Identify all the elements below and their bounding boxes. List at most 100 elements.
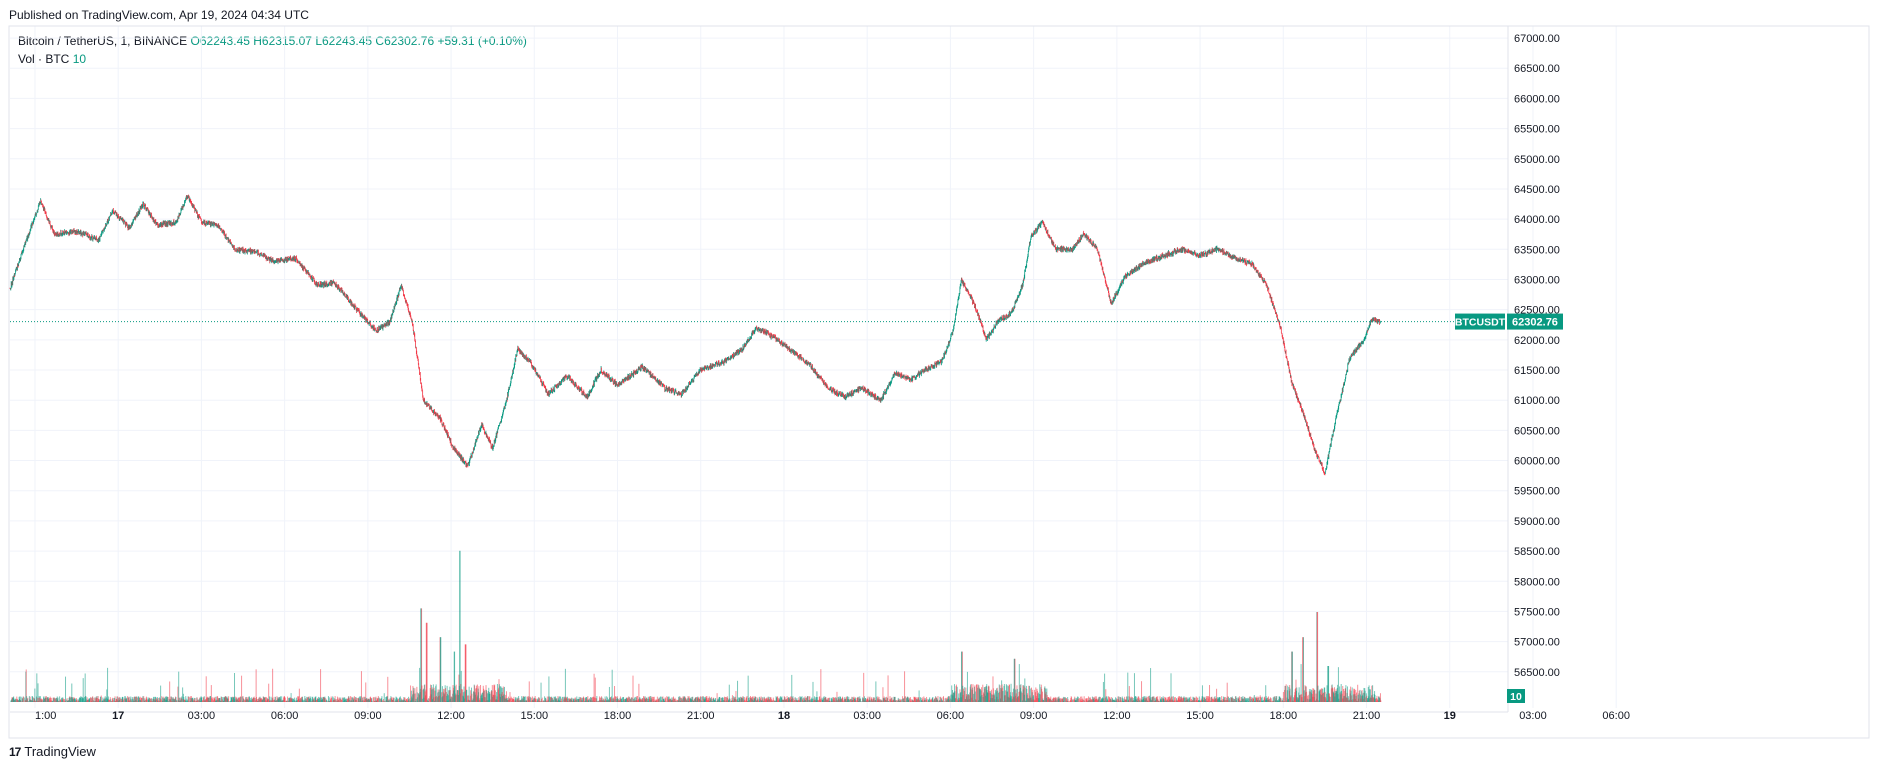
volume-bar xyxy=(981,687,983,702)
volume-bar xyxy=(590,697,592,702)
volume-bar xyxy=(440,637,442,702)
grid xyxy=(10,26,1617,708)
price-tick-label: 66000.00 xyxy=(1514,93,1560,105)
volume-bar xyxy=(672,696,674,702)
time-tick-label: 15:00 xyxy=(1186,710,1214,722)
volume-bar xyxy=(1035,687,1037,702)
volume-bar xyxy=(1358,690,1360,702)
volume-bar xyxy=(60,700,62,702)
volume-bar xyxy=(588,698,590,702)
volume-bar xyxy=(410,690,412,702)
volume-bar xyxy=(1198,696,1200,702)
volume-bar xyxy=(890,698,892,702)
volume-bar xyxy=(1317,685,1319,702)
volume-bar xyxy=(1135,696,1137,702)
volume-bar xyxy=(120,698,122,702)
volume-bar xyxy=(1345,685,1347,702)
volume-bar xyxy=(901,699,903,702)
volume-bar xyxy=(665,698,667,702)
volume-bar xyxy=(997,690,999,702)
volume-bar xyxy=(814,696,816,702)
volume-bar xyxy=(1118,696,1120,702)
volume-bar xyxy=(567,698,569,702)
volume-bar xyxy=(842,700,844,702)
volume-bar xyxy=(994,689,996,702)
volume-bar xyxy=(66,698,68,702)
volume-bar xyxy=(797,699,799,702)
volume-label[interactable]: Vol · BTC xyxy=(18,52,70,66)
volume-bar xyxy=(1158,701,1160,702)
volume-bar xyxy=(494,684,496,702)
time-tick-label: 1:00 xyxy=(35,710,56,722)
volume-bar xyxy=(32,696,34,702)
volume-bar xyxy=(1296,687,1298,702)
volume-bar xyxy=(1071,697,1073,702)
volume-bar xyxy=(545,699,547,702)
volume-bar xyxy=(1380,700,1382,702)
volume-bar xyxy=(1187,698,1189,702)
volume-bar xyxy=(505,694,507,702)
volume-bar xyxy=(112,700,114,702)
volume-bar xyxy=(976,684,978,702)
volume-bar xyxy=(509,692,511,702)
volume-bar xyxy=(757,699,759,702)
volume-bar xyxy=(1159,696,1161,702)
volume-bar xyxy=(237,697,239,702)
volume-bar xyxy=(178,671,180,702)
volume-bar xyxy=(660,700,662,702)
volume-bar xyxy=(958,693,960,702)
volume-bar xyxy=(25,669,27,702)
volume-bar xyxy=(1115,698,1117,702)
volume-bar xyxy=(395,697,397,702)
volume-bar xyxy=(1023,686,1025,702)
volume-bar xyxy=(465,644,467,702)
volume-bar xyxy=(1229,697,1231,702)
volume-bar xyxy=(997,692,999,702)
volume-bar xyxy=(397,699,399,702)
volume-bar xyxy=(83,698,85,702)
volume-bar xyxy=(151,698,153,702)
volume-bar xyxy=(623,697,625,702)
volume-bar xyxy=(1064,697,1066,702)
symbol-title[interactable]: Bitcoin / TetherUS, 1, BINANCE xyxy=(18,34,188,48)
volume-bar xyxy=(764,698,766,702)
volume-bar xyxy=(996,688,998,702)
volume-bar xyxy=(331,697,333,702)
volume-bar xyxy=(1184,697,1186,702)
volume-bar xyxy=(219,698,221,702)
volume-bar xyxy=(542,700,544,702)
price-tick-label: 58000.00 xyxy=(1514,576,1560,588)
volume-bar xyxy=(96,698,98,702)
volume-bar xyxy=(731,695,733,702)
volume-bar xyxy=(161,696,163,702)
volume-bar xyxy=(509,698,511,702)
volume-bar xyxy=(573,699,575,702)
volume-bar xyxy=(1126,696,1128,702)
volume-bar xyxy=(829,697,831,702)
volume-bar xyxy=(932,696,934,702)
volume-bar xyxy=(92,696,94,702)
volume-bar xyxy=(160,685,162,702)
volume-bar xyxy=(1042,691,1044,702)
volume-bar xyxy=(600,697,602,702)
volume-bar xyxy=(833,697,835,702)
volume-bar xyxy=(408,699,410,702)
volume-bar xyxy=(1076,696,1078,702)
price-tick-label: 56500.00 xyxy=(1514,667,1560,679)
volume-bar xyxy=(630,697,632,702)
volume-bar xyxy=(1243,698,1245,702)
volume-bar xyxy=(1039,684,1041,702)
volume-bar xyxy=(1150,668,1152,702)
volume-bar xyxy=(372,697,374,702)
volume-bar xyxy=(676,699,678,702)
volume-bar xyxy=(1289,688,1291,702)
volume-bar xyxy=(1328,666,1330,702)
volume-bar xyxy=(1343,688,1345,702)
volume-bar xyxy=(541,697,543,702)
volume-bar xyxy=(1015,693,1017,702)
volume-bar xyxy=(1368,685,1370,702)
volume-bar xyxy=(349,699,351,702)
volume-bar xyxy=(433,687,435,702)
volume-bar xyxy=(581,699,583,702)
